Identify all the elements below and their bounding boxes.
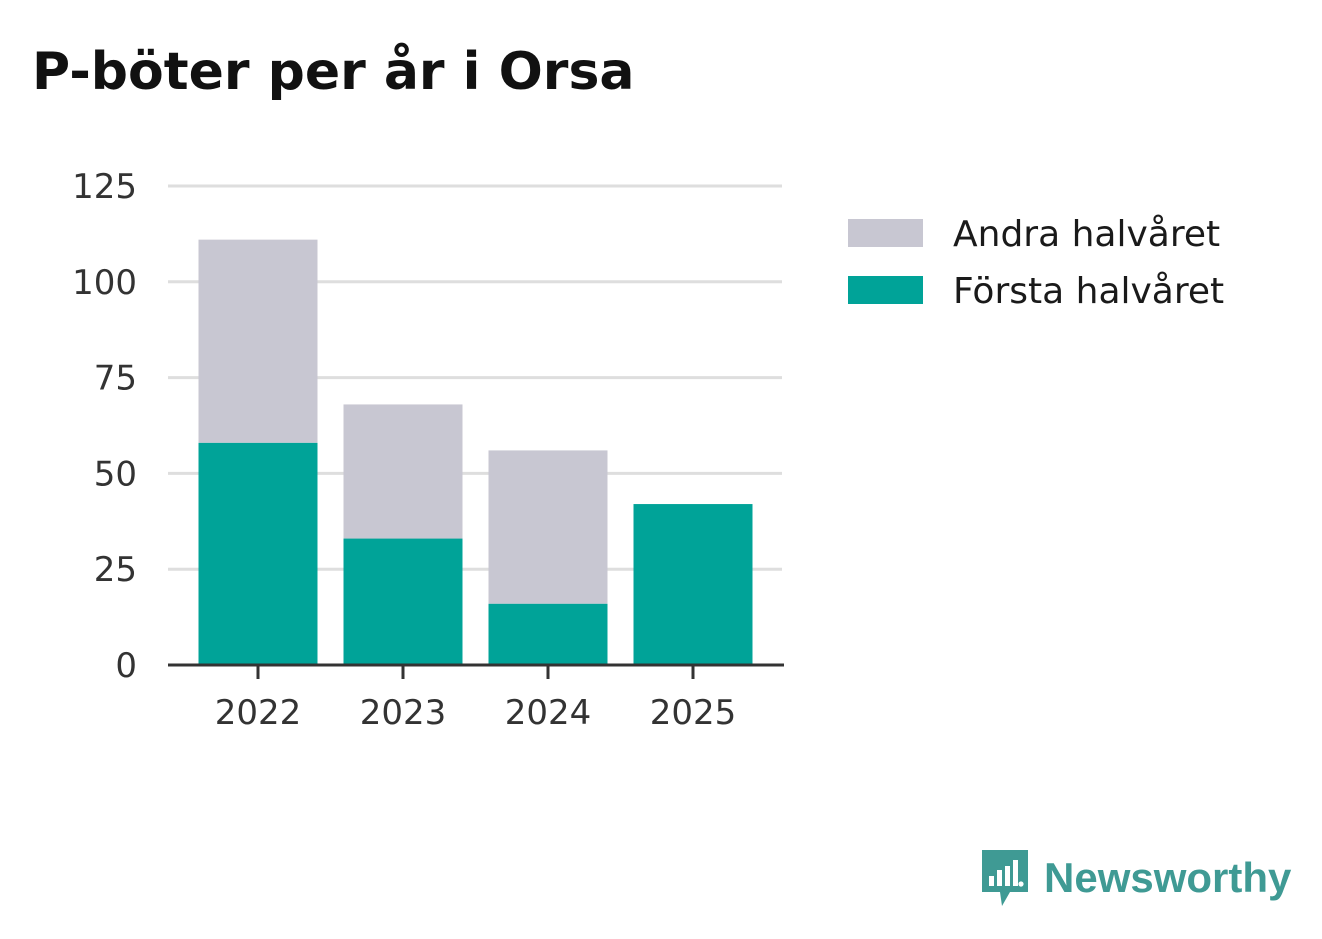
y-tick-label: 0 [115, 646, 137, 686]
axes: 0 25 50 75 100 125 2022 2023 2024 2025 [72, 167, 784, 733]
newsworthy-brand: Newsworthy [980, 846, 1291, 910]
bar-segment [343, 404, 463, 539]
bar-segment [198, 442, 318, 665]
legend-swatch [848, 219, 923, 247]
y-tick-label: 75 [94, 359, 137, 399]
legend: Andra halvåret Första halvåret [848, 214, 1224, 312]
x-tick-label: 2025 [650, 693, 737, 733]
x-tick-label: 2022 [215, 693, 302, 733]
brand-name: Newsworthy [1044, 854, 1292, 901]
x-tick-label: 2024 [505, 693, 592, 733]
y-tick-label: 50 [94, 454, 137, 494]
legend-label: Andra halvåret [953, 214, 1220, 255]
legend-swatch [848, 276, 923, 304]
bar-segment [198, 239, 318, 443]
y-tick-label: 100 [72, 263, 137, 303]
legend-label: Första halvåret [953, 271, 1224, 312]
newsworthy-logo-icon [982, 850, 1028, 906]
chart-title: P-böter per år i Orsa [32, 42, 635, 102]
y-tick-label: 125 [72, 167, 137, 207]
bar-segment [343, 538, 463, 665]
y-tick-label: 25 [94, 550, 137, 590]
bar-segment [633, 504, 753, 665]
bars [198, 239, 753, 665]
bar-segment [488, 603, 608, 665]
x-tick-label: 2023 [360, 693, 447, 733]
bar-segment [488, 450, 608, 604]
